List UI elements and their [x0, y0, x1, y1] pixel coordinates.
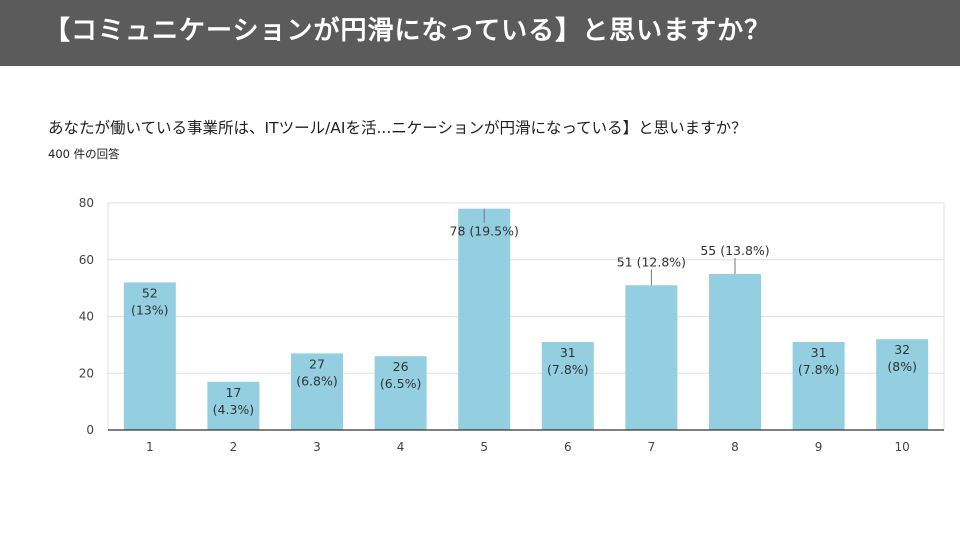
x-tick-label: 6 [564, 440, 572, 454]
bar-8 [709, 273, 761, 430]
y-tick-label: 40 [79, 310, 94, 324]
data-label-value: 52 [142, 285, 158, 300]
data-label: 55 (13.8%) [700, 243, 769, 258]
y-tick-label: 0 [86, 423, 94, 437]
x-tick-label: 7 [648, 440, 656, 454]
x-tick-label: 2 [230, 440, 238, 454]
x-tick-label: 3 [313, 440, 321, 454]
bar-9 [792, 342, 845, 430]
data-label-value: 31 [811, 345, 827, 360]
data-label-value: 26 [393, 359, 409, 374]
data-label-percent: (7.8%) [547, 362, 589, 377]
x-tick-label: 8 [731, 440, 739, 454]
data-label-value: 27 [309, 356, 325, 371]
bar-2 [207, 381, 260, 430]
x-tick-label: 9 [815, 440, 823, 454]
bar-4 [374, 356, 427, 430]
bar-10 [876, 339, 929, 430]
data-label-percent: (13%) [131, 302, 169, 317]
bar-6 [541, 342, 594, 430]
data-label: 51 (12.8%) [617, 254, 686, 269]
x-tick-label: 10 [895, 440, 910, 454]
x-tick-label: 4 [397, 440, 405, 454]
data-label: 78 (19.5%) [450, 224, 519, 239]
x-tick-label: 1 [146, 440, 154, 454]
x-tick-label: 5 [480, 440, 488, 454]
response-count: 400 件の回答 [48, 147, 120, 161]
data-label-percent: (8%) [887, 359, 917, 374]
chart-question-title: あなたが働いている事業所は、ITツール/AIを活...ニケーションが円滑になって… [48, 119, 747, 137]
page-banner-title: 【コミュニケーションが円滑になっている】と思いますか？ [0, 0, 960, 66]
data-label-percent: (6.5%) [380, 376, 422, 391]
data-label-value: 17 [225, 385, 241, 400]
data-label-value: 31 [560, 345, 576, 360]
y-tick-label: 80 [79, 196, 94, 210]
y-tick-label: 20 [79, 366, 94, 380]
bar-3 [291, 353, 343, 430]
data-label-value: 32 [894, 342, 910, 357]
bar-1 [123, 282, 176, 430]
bar-5 [458, 208, 511, 430]
data-label-percent: (6.8%) [296, 373, 338, 388]
y-tick-label: 60 [79, 253, 94, 267]
bar-7 [625, 285, 678, 430]
data-label-percent: (4.3%) [213, 402, 255, 417]
data-label-percent: (7.8%) [798, 362, 840, 377]
